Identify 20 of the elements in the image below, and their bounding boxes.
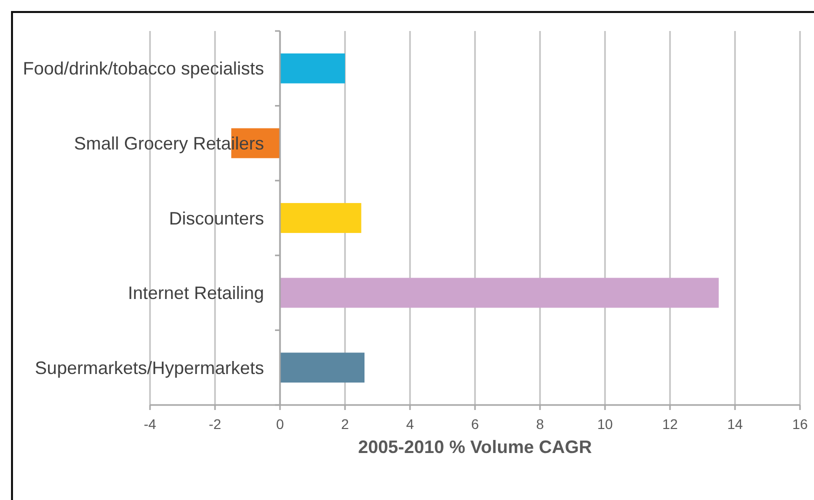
y-tick-label: Supermarkets/Hypermarkets [34, 358, 264, 378]
x-tick-label: 16 [792, 416, 808, 432]
x-axis-title: 2005-2010 % Volume CAGR [358, 437, 592, 457]
bar [280, 352, 364, 383]
x-tick-label: 10 [597, 416, 613, 432]
x-tick-label: -4 [144, 416, 156, 432]
y-tick-label: Discounters [168, 208, 264, 228]
x-tick-label: 2 [341, 416, 350, 432]
x-tick-label: 4 [406, 416, 414, 432]
x-tick-label: 0 [276, 416, 284, 432]
x-tick-label: 12 [662, 416, 678, 432]
x-tick-label: 6 [471, 416, 480, 432]
x-tick-label: -2 [208, 416, 222, 432]
x-tick-label: 14 [727, 416, 743, 432]
bar [280, 53, 345, 84]
x-tick-label: 8 [536, 416, 544, 432]
y-tick-label: Internet Retailing [128, 283, 264, 304]
bar [280, 203, 362, 233]
bar [280, 278, 719, 308]
y-tick-label: Food/drink/tobacco specialists [22, 58, 264, 79]
